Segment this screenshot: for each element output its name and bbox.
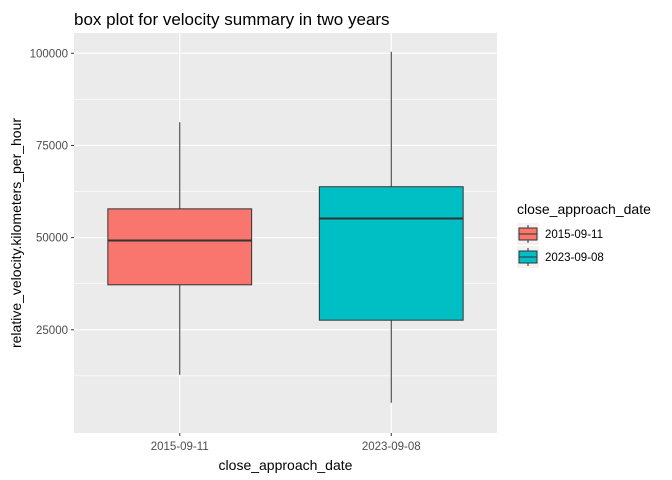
legend-label: 2023-09-08 — [545, 252, 604, 264]
y-tick-label: 75000 — [36, 140, 68, 152]
y-tick-label: 50000 — [36, 233, 68, 245]
legend-title: close_approach_date — [517, 201, 651, 217]
box-body — [318, 186, 464, 321]
x-axis-title: close_approach_date — [219, 457, 353, 473]
box-2015-09-11 — [107, 122, 253, 375]
legend-entries: 2015-09-11 2023-09-08 — [517, 223, 604, 268]
box-layer — [107, 51, 464, 403]
box-body — [107, 208, 253, 286]
chart-title: box plot for velocity summary in two yea… — [74, 10, 390, 29]
x-axis: 2015-09-11 2023-09-08 — [151, 433, 421, 453]
x-tick-label: 2015-09-11 — [151, 441, 209, 453]
y-tick-label: 25000 — [36, 325, 68, 337]
legend-label: 2015-09-11 — [545, 229, 603, 241]
y-axis-title: relative_velocity.kilometers_per_hour — [8, 118, 24, 348]
legend-entry: 2015-09-11 — [517, 223, 603, 245]
legend: close_approach_date 2015-09-11 2023-09-08 — [517, 201, 651, 268]
y-tick-label: 100000 — [30, 48, 68, 60]
box-2023-09-08 — [318, 51, 464, 403]
plot-panel — [74, 33, 497, 433]
y-axis: 25000 50000 75000 100000 — [30, 48, 74, 337]
x-tick-label: 2023-09-08 — [362, 441, 421, 453]
legend-entry: 2023-09-08 — [517, 246, 604, 268]
